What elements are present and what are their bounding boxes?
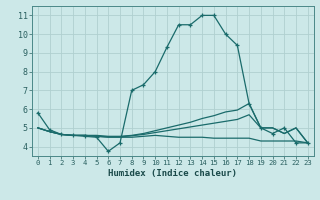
X-axis label: Humidex (Indice chaleur): Humidex (Indice chaleur)	[108, 169, 237, 178]
